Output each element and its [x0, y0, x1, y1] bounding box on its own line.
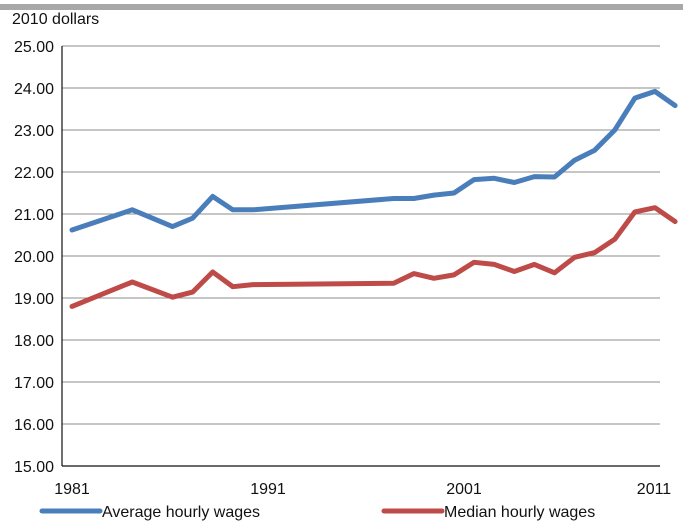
series-line-median	[69, 205, 678, 309]
y-tick-label: 19.00	[14, 291, 54, 308]
legend: Average hourly wages Median hourly wages	[39, 504, 595, 521]
legend-label: Median hourly wages	[444, 504, 595, 521]
y-tick-label: 21.00	[14, 207, 54, 224]
y-unit-label: 2010 dollars	[12, 11, 100, 28]
y-tick-label: 22.00	[14, 165, 54, 182]
gridlines	[62, 45, 660, 425]
series-lines	[69, 88, 678, 309]
y-tick-label: 18.00	[14, 333, 54, 350]
x-tick-label: 1981	[54, 481, 90, 498]
series-line-average	[69, 88, 678, 233]
y-tick-label: 23.00	[14, 123, 54, 140]
y-tick-label: 20.00	[14, 249, 54, 266]
y-tick-label: 15.00	[14, 459, 54, 476]
y-tick-label: 25.00	[14, 39, 54, 56]
y-tick-label: 17.00	[14, 375, 54, 392]
x-tick-label: 2011	[637, 481, 672, 498]
x-tick-label: 2001	[446, 481, 482, 498]
y-tick-label: 24.00	[14, 81, 54, 98]
x-tick-label: 1991	[250, 481, 286, 498]
y-tick-label: 16.00	[14, 417, 54, 434]
axes	[61, 46, 660, 467]
legend-label: Average hourly wages	[102, 504, 260, 521]
x-tick-labels: 1981 1991 2001 2011	[54, 481, 671, 498]
y-tick-labels: 15.00 16.00 17.00 18.00 19.00 20.00 21.00 22.00…	[14, 39, 54, 476]
top-rule	[0, 4, 683, 10]
